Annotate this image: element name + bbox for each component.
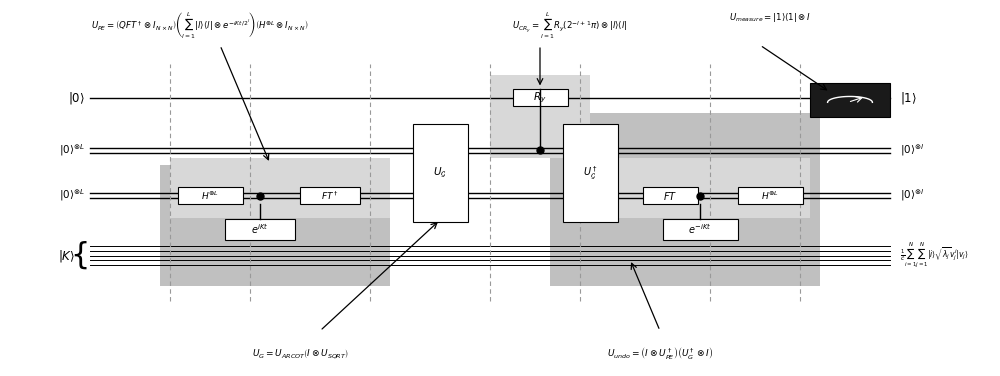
Bar (512, 89, 568, 106)
Text: $U_{PE}=\left(QFT^\dagger\otimes I_{N\times N}\right)\left(\sum_{l=1}^{L}|l\rang: $U_{PE}=\left(QFT^\dagger\otimes I_{N\ti… (91, 11, 309, 41)
Text: $U_{measure}=|1\rangle\langle 1|\otimes I$: $U_{measure}=|1\rangle\langle 1|\otimes … (729, 11, 811, 24)
Bar (300, 187, 360, 204)
Text: $e^{iKt}$: $e^{iKt}$ (251, 223, 269, 236)
Text: $U_{\mathcal{G}}^\dagger$: $U_{\mathcal{G}}^\dagger$ (583, 164, 597, 182)
Text: $\frac{1}{\mathcal{C}}\sum_{i=1}^{N}\sum_{j=1}^{N}|i\rangle\sqrt{\lambda_j}v_j^i: $\frac{1}{\mathcal{C}}\sum_{i=1}^{N}\sum… (900, 241, 969, 270)
Text: $|1\rangle$: $|1\rangle$ (900, 90, 917, 106)
Text: $FT$: $FT$ (663, 190, 677, 202)
Text: $|0\rangle$: $|0\rangle$ (68, 90, 85, 106)
Text: $U_{\mathcal{G}}$: $U_{\mathcal{G}}$ (433, 166, 447, 180)
Text: $U_{undo}=\left(I\otimes U_{PE}^\dagger\right)\left(U_G^\dagger\otimes I\right)$: $U_{undo}=\left(I\otimes U_{PE}^\dagger\… (607, 345, 713, 361)
Text: $H^{\otimes L}$: $H^{\otimes L}$ (201, 190, 219, 202)
Text: $U_G=U_{ARCOT}\left(I\otimes U_{SQRT}\right)$: $U_G=U_{ARCOT}\left(I\otimes U_{SQRT}\ri… (252, 347, 348, 361)
Text: $|0\rangle^{\otimes l}$: $|0\rangle^{\otimes l}$ (900, 188, 924, 203)
Text: $e^{-iKt}$: $e^{-iKt}$ (688, 223, 712, 236)
Bar (600, 158, 810, 218)
Bar (550, 113, 820, 286)
Bar (178, 187, 242, 204)
Text: $\{$: $\{$ (70, 240, 87, 271)
Text: $|0\rangle^{\otimes L}$: $|0\rangle^{\otimes L}$ (59, 188, 85, 203)
Bar (170, 158, 390, 218)
Bar (738, 187, 802, 204)
Text: $|0\rangle^{\otimes L}$: $|0\rangle^{\otimes L}$ (59, 143, 85, 158)
Text: $|0\rangle^{\otimes l}$: $|0\rangle^{\otimes l}$ (900, 143, 924, 158)
Bar (160, 165, 390, 286)
Text: $H^{\otimes L}$: $H^{\otimes L}$ (761, 190, 779, 202)
Bar (562, 124, 618, 222)
Bar (413, 124, 468, 222)
Bar (662, 219, 738, 240)
Text: $FT^\dagger$: $FT^\dagger$ (321, 190, 339, 202)
Text: $R_y$: $R_y$ (533, 91, 547, 105)
Text: $|K\rangle$: $|K\rangle$ (58, 248, 75, 264)
Bar (490, 75, 590, 158)
Text: $U_{CR_y}=\sum_{l=1}^{L}R_y\left(2^{-l+1}\pi\right)\otimes|l\rangle\langle l|$: $U_{CR_y}=\sum_{l=1}^{L}R_y\left(2^{-l+1… (512, 11, 628, 41)
Bar (642, 187, 698, 204)
Bar (810, 83, 890, 117)
Bar (225, 219, 295, 240)
